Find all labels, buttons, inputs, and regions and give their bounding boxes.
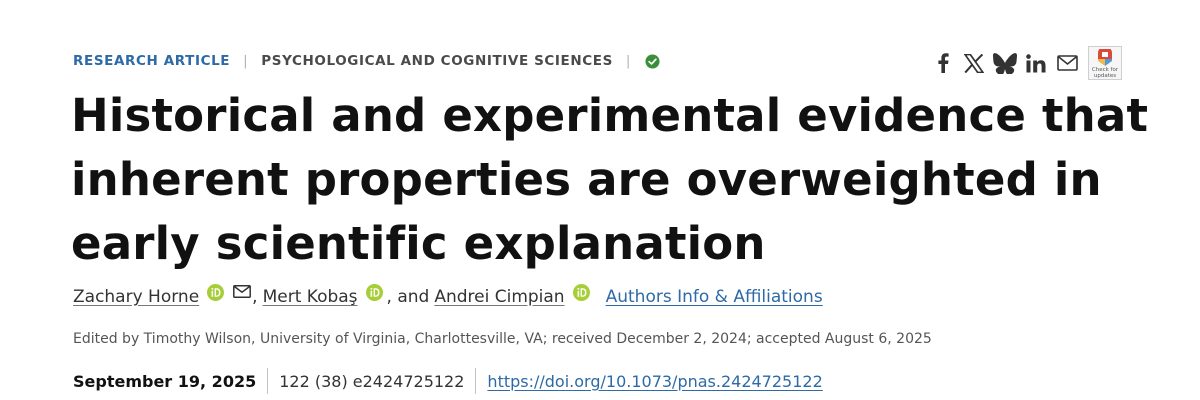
orcid-icon[interactable] [207,283,225,301]
divider [475,368,477,394]
mail-icon[interactable] [233,283,252,303]
article-title: Historical and experimental evidence tha… [71,89,1149,270]
x-icon[interactable] [962,51,986,75]
doi-link[interactable]: https://doi.org/10.1073/pnas.2424725122 [487,371,823,391]
check-circle-icon [645,53,660,69]
editorial-info: Edited by Timothy Wilson, University of … [73,331,932,347]
orcid-icon[interactable] [365,283,383,301]
check-for-updates-badge[interactable]: Check for updates [1088,46,1122,80]
author-list: Zachary Horne , Mert Kobaş [73,283,823,307]
author-separator: , [252,287,258,307]
author-link[interactable]: Andrei Cimpian [434,287,565,307]
orcid-icon[interactable] [572,283,590,301]
crossmark-label-line1: Check for [1091,67,1119,73]
author-separator: , and [386,287,430,307]
facebook-icon[interactable] [931,51,955,75]
author-link[interactable]: Zachary Horne [73,287,200,307]
crossmark-label: Check for updates [1092,67,1118,79]
citation: 122 (38) e2424725122 [279,371,465,391]
subject-link[interactable]: PSYCHOLOGICAL AND COGNITIVE SCIENCES [261,53,613,69]
crossmark-icon [1098,49,1112,66]
crossmark-label-line2: updates [1093,73,1117,79]
mail-icon[interactable] [1055,51,1079,75]
linkedin-icon[interactable] [1024,51,1048,75]
category-row: RESEARCH ARTICLE | PSYCHOLOGICAL AND COG… [73,53,660,69]
article-type-link[interactable]: RESEARCH ARTICLE [73,53,231,69]
authors-affiliations-link[interactable]: Authors Info & Affiliations [605,287,823,307]
divider [267,368,269,394]
category-separator: | [243,53,249,69]
publication-info: September 19, 2025 122 (38) e2424725122 … [73,368,823,394]
publication-date: September 19, 2025 [73,371,257,391]
author-link[interactable]: Mert Kobaş [262,287,358,307]
bluesky-icon[interactable] [993,51,1017,75]
category-separator: | [625,53,632,69]
share-toolbar: Check for updates [924,46,1122,80]
